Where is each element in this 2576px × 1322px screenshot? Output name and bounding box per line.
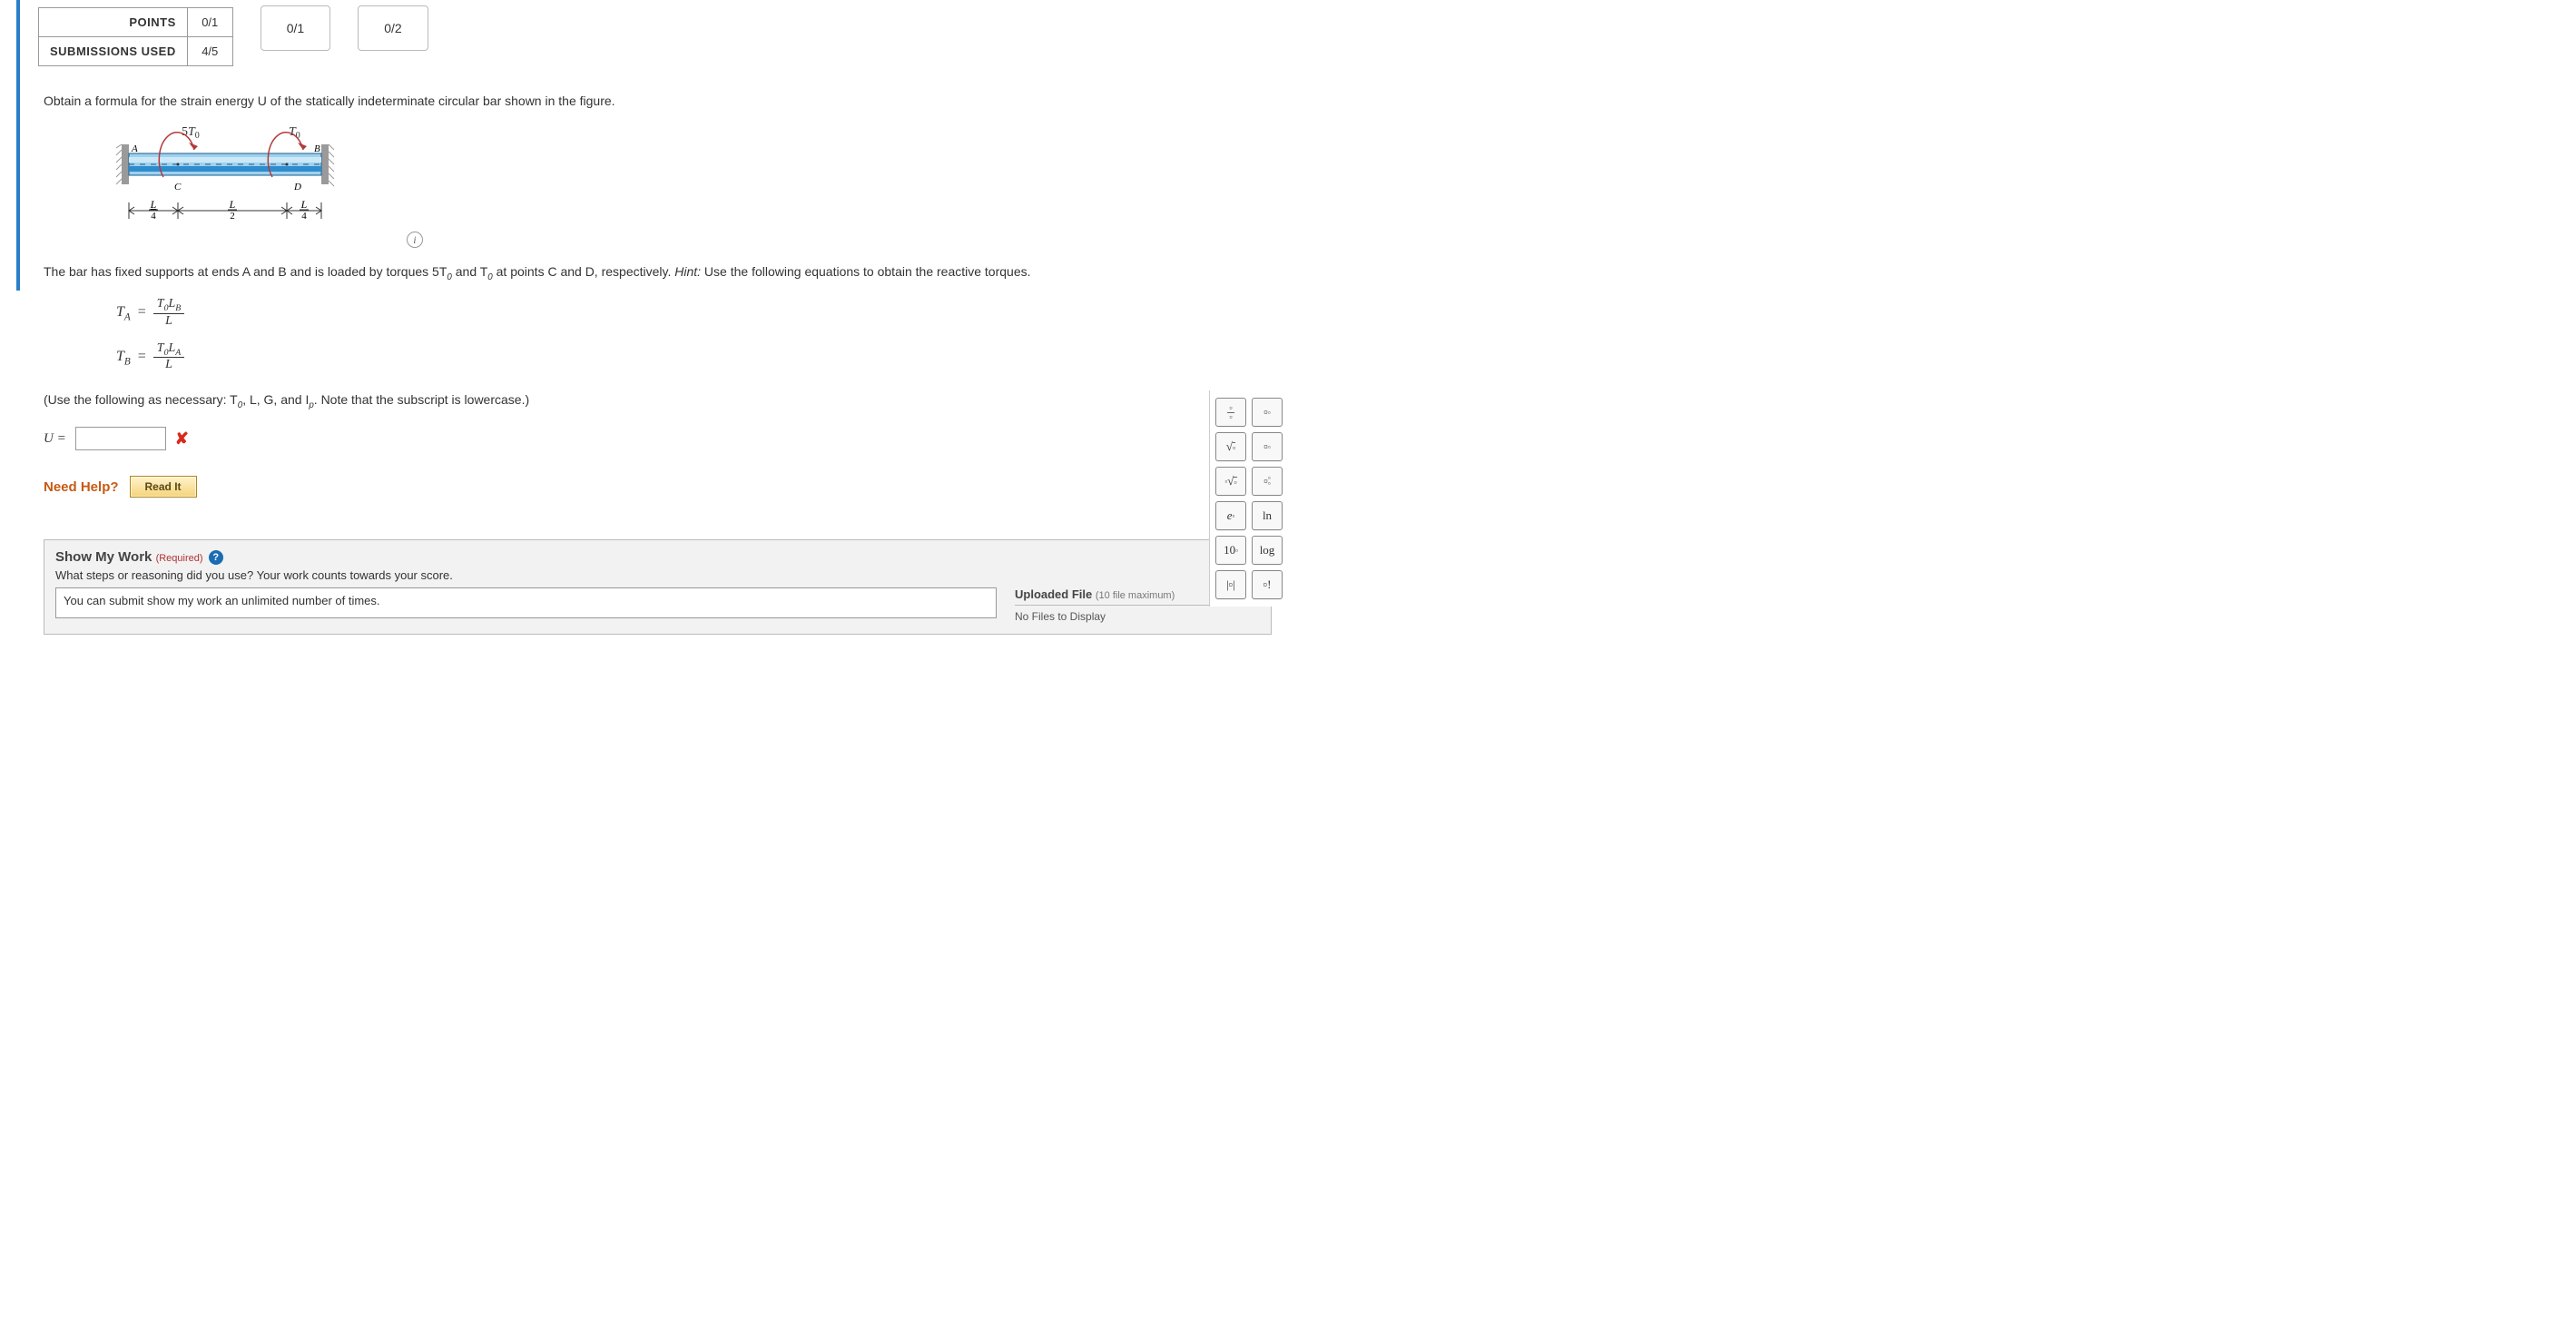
svg-text:2: 2 [230,211,235,222]
smw-textarea[interactable]: You can submit show my work an unlimited… [55,587,997,618]
smw-title: Show My Work (Required) ? [55,549,1260,565]
part-score-1: 0/1 [261,5,330,51]
bar-figure: 5T0 T0 A B [116,123,1272,248]
problem-statement: Obtain a formula for the strain energy U… [44,94,1272,108]
need-help-label: Need Help? [44,479,119,495]
equation-ta: TA = T0LB L [116,297,1272,329]
equation-tb: TB = T0LA L [116,341,1272,373]
svg-text:4: 4 [151,211,156,222]
help-icon[interactable]: ? [209,550,223,565]
svg-text:A: A [131,143,138,154]
use-variables-note: (Use the following as necessary: T0, L, … [44,392,1272,410]
palette-exponent-button[interactable]: ▫▫ [1252,398,1283,427]
points-value: 0/1 [187,8,232,37]
palette-epower-button[interactable]: e▫ [1215,501,1246,530]
points-table: POINTS 0/1 SUBMISSIONS USED 4/5 [38,7,233,66]
math-palette: ▫▫ ▫▫ √▫ ▫▫ ▫√▫ ▫▫▫ e▫ ln 10▫ log |▫| ▫! [1209,390,1288,607]
answer-row: U = ✘ [44,427,1272,450]
answer-input[interactable] [75,427,166,450]
svg-text:B: B [314,143,320,154]
svg-text:C: C [174,182,182,192]
read-it-button[interactable]: Read It [130,476,197,498]
palette-fraction-button[interactable]: ▫▫ [1215,398,1246,427]
svg-text:L: L [300,198,308,211]
submissions-value: 4/5 [187,37,232,66]
palette-abs-button[interactable]: |▫| [1215,570,1246,599]
svg-text:L: L [150,198,157,211]
show-my-work-panel: Show My Work (Required) ? What steps or … [44,539,1272,635]
palette-supsub-button[interactable]: ▫▫▫ [1252,467,1283,496]
svg-text:5T0: 5T0 [182,125,200,141]
hint-text: The bar has fixed supports at ends A and… [44,264,1272,282]
palette-tenpower-button[interactable]: 10▫ [1215,536,1246,565]
palette-nthroot-button[interactable]: ▫√▫ [1215,467,1246,496]
header-row: POINTS 0/1 SUBMISSIONS USED 4/5 0/1 0/2 [27,0,1288,66]
palette-log-button[interactable]: log [1252,536,1283,565]
svg-text:L: L [229,198,236,211]
palette-factorial-button[interactable]: ▫! [1252,570,1283,599]
palette-subscript-button[interactable]: ▫▫ [1252,432,1283,461]
incorrect-icon: ✘ [175,429,189,449]
svg-text:4: 4 [301,211,307,222]
palette-ln-button[interactable]: ln [1252,501,1283,530]
points-label: POINTS [39,8,188,37]
smw-subtitle: What steps or reasoning did you use? You… [55,568,1260,582]
figure-info-icon[interactable]: i [407,232,423,248]
part-score-2: 0/2 [358,5,428,51]
svg-text:D: D [293,182,301,192]
palette-sqrt-button[interactable]: √▫ [1215,432,1246,461]
left-accent-bar [16,0,20,291]
submissions-label: SUBMISSIONS USED [39,37,188,66]
